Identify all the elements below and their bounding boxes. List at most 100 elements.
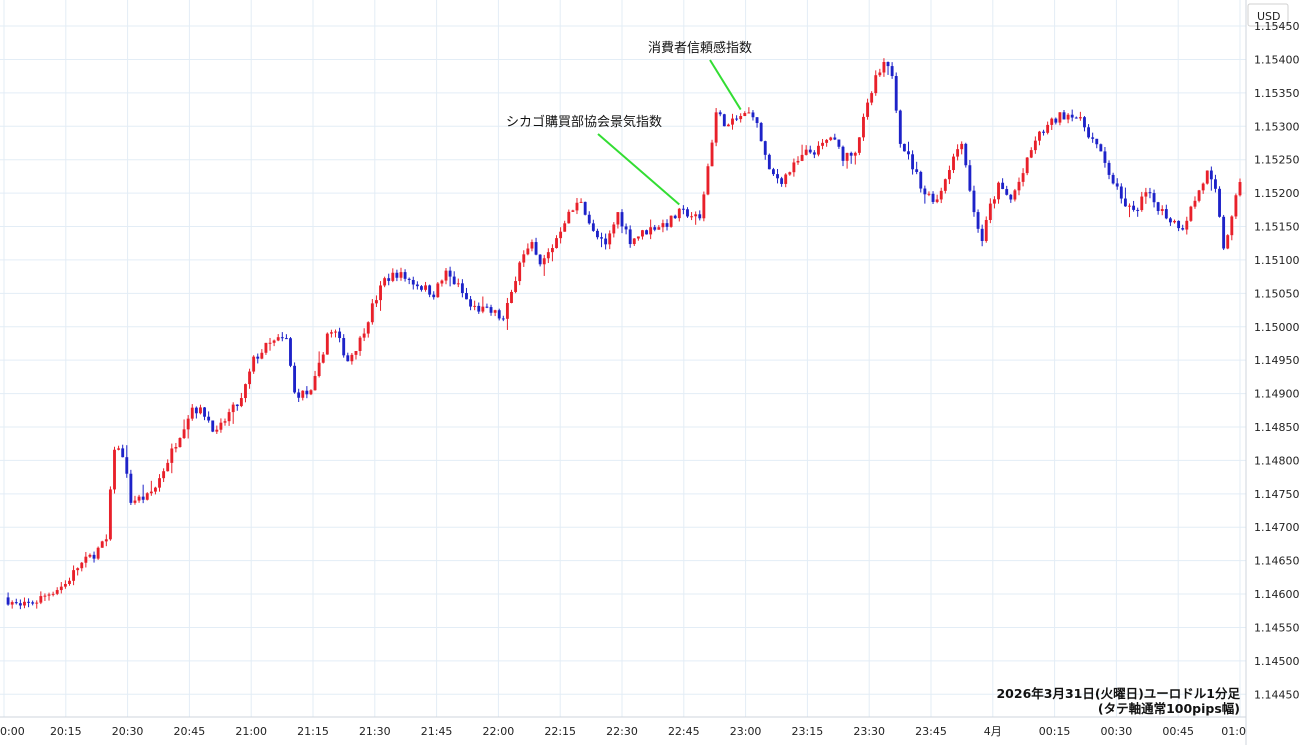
candle-down <box>812 152 816 155</box>
candle-up <box>329 332 333 334</box>
candle-up <box>988 203 992 220</box>
time-tick-labels: 0:00 20:15 20:30 20:45 21:00 21:15 21:30 21:45 2… <box>0 725 1246 738</box>
candle-up <box>530 242 534 249</box>
candle-up <box>231 404 235 413</box>
candle-up <box>473 305 477 307</box>
candle-up <box>546 252 550 259</box>
candle-down <box>415 284 419 287</box>
candle-up <box>739 116 743 120</box>
candle-up <box>1201 183 1205 191</box>
candle-up <box>550 248 554 253</box>
candle-down <box>1164 209 1168 219</box>
candle-up <box>542 258 546 265</box>
candle-down <box>1209 170 1213 180</box>
candle-down <box>501 318 505 320</box>
candle-up <box>870 93 874 103</box>
candle-up <box>162 471 166 479</box>
candle-down <box>211 420 215 432</box>
time-tick-label: 21:00 <box>235 725 267 738</box>
candle-up <box>68 580 71 584</box>
candle-up <box>796 160 800 163</box>
candle-down <box>894 76 898 111</box>
candle-up <box>505 302 509 319</box>
candle-down <box>763 141 767 155</box>
candle-up <box>190 407 194 419</box>
candle-down <box>759 123 763 142</box>
candle-down <box>387 278 391 281</box>
candle-up <box>677 208 681 219</box>
candle-up <box>608 233 612 245</box>
candle-down <box>14 602 18 604</box>
candle-up <box>641 230 644 237</box>
candle-up <box>567 211 571 224</box>
price-tick-label: 1.14450 <box>1254 688 1300 701</box>
candle-down <box>902 143 906 152</box>
candle-up <box>76 568 80 571</box>
candle-up <box>857 137 861 153</box>
candle-down <box>1009 194 1013 200</box>
price-tick-label: 1.15300 <box>1254 120 1300 133</box>
candle-up <box>362 333 366 338</box>
candle-down <box>411 279 415 285</box>
candle-up <box>1230 216 1234 236</box>
time-tick-label: 0:00 <box>0 725 25 738</box>
candle-up <box>1173 220 1176 223</box>
price-tick-label: 1.14700 <box>1254 521 1300 534</box>
candle-down <box>432 294 436 298</box>
candle-up <box>354 350 358 355</box>
candle-down <box>395 272 399 278</box>
candle-up <box>960 143 964 150</box>
price-tick-labels: 1.14450 1.14500 1.14550 1.14600 1.14650 1.147… <box>1254 20 1300 701</box>
time-tick-label: 22:30 <box>606 725 638 738</box>
candle-down <box>755 117 759 124</box>
candle-up <box>1205 170 1209 184</box>
candle-up <box>632 238 636 245</box>
candle-down <box>27 601 30 603</box>
candle-up <box>63 583 67 587</box>
candle-up <box>43 595 47 597</box>
candle-down <box>976 212 980 229</box>
candle-up <box>1238 182 1242 196</box>
candle-up <box>731 118 734 125</box>
candle-down <box>591 223 595 231</box>
time-tick-label: 21:30 <box>359 725 391 738</box>
candle-up <box>88 554 92 557</box>
price-tick-label: 1.14750 <box>1254 488 1300 501</box>
candle-up <box>313 376 317 391</box>
price-tick-label: 1.14650 <box>1254 555 1300 568</box>
candle-down <box>428 285 432 295</box>
candle-up <box>100 541 104 548</box>
candle-down <box>203 407 206 417</box>
candle-up <box>1128 205 1131 207</box>
time-tick-label: 4月 <box>984 725 1002 738</box>
time-tick-label: 20:45 <box>174 725 206 738</box>
candle-down <box>497 310 501 319</box>
candle-down <box>342 338 346 356</box>
time-tick-label: 00:15 <box>1039 725 1071 738</box>
candle-down <box>1218 188 1221 217</box>
candle-down <box>808 149 812 153</box>
candle-down <box>681 208 685 210</box>
candle-down <box>256 356 260 359</box>
candle-up <box>1066 114 1070 120</box>
candle-down <box>338 331 342 339</box>
candle-up <box>456 283 460 285</box>
candle-down <box>776 174 779 179</box>
candle-down <box>931 193 935 202</box>
candle-down <box>305 390 309 395</box>
candle-up <box>178 438 182 448</box>
time-tick-label: 21:45 <box>421 725 453 738</box>
candle-down <box>1001 182 1005 190</box>
grid-lines <box>0 0 1246 717</box>
candle-up <box>943 179 947 191</box>
candles <box>6 58 1242 610</box>
time-tick-label: 00:45 <box>1162 725 1194 738</box>
candle-up <box>1144 192 1148 197</box>
candle-up <box>935 199 939 202</box>
candle-down <box>1156 202 1160 212</box>
candle-up <box>947 170 951 180</box>
candle-up <box>170 448 174 463</box>
candle-up <box>358 337 362 351</box>
